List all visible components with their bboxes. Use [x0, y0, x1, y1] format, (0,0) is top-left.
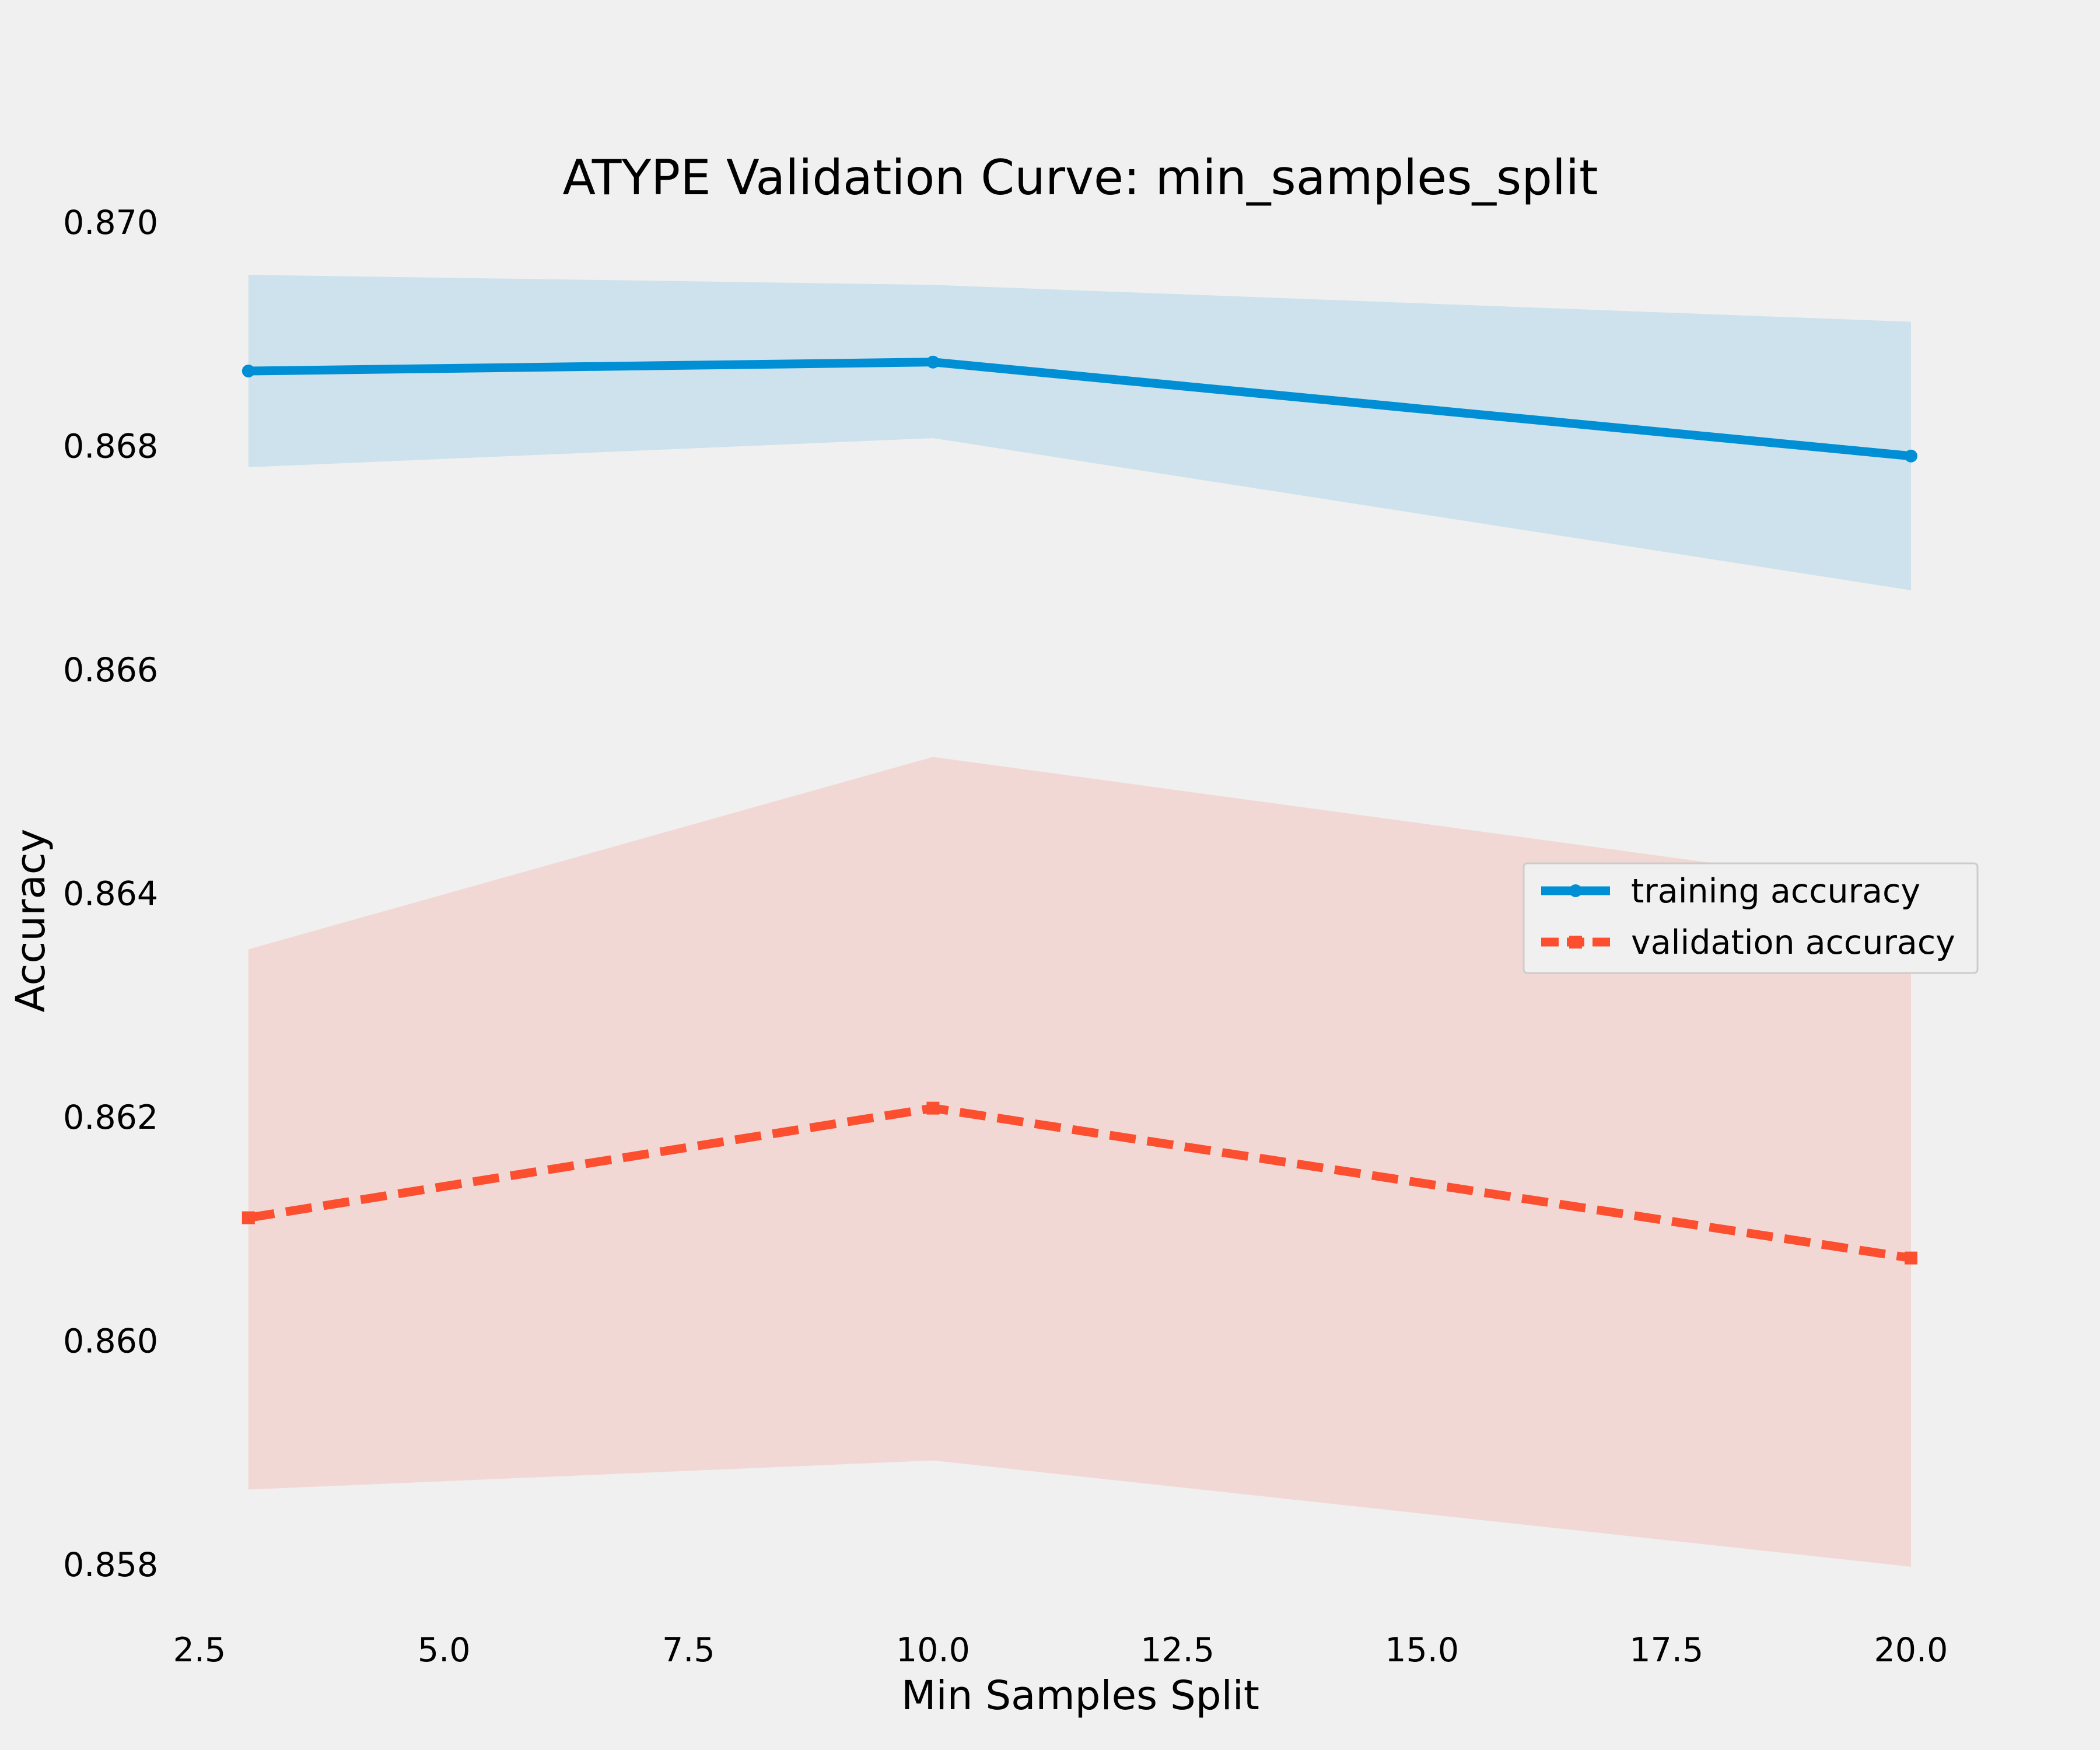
- y-tick-label: 0.868: [63, 428, 158, 466]
- legend-box: [1522, 862, 1979, 974]
- y-axis-label: Accuracy: [8, 828, 54, 1012]
- confidence-bands: [248, 275, 1911, 1567]
- legend-label-training-accuracy: training accuracy: [1631, 872, 1920, 911]
- validation-accuracy-point: [1905, 1251, 1917, 1265]
- legend-items: training accuracy validation accuracy: [1541, 872, 1955, 962]
- series-markers: [242, 355, 1917, 1265]
- legend-marker-training-accuracy: [1569, 884, 1582, 897]
- validation-accuracy-point: [242, 1211, 255, 1224]
- legend-label-validation-accuracy: validation accuracy: [1631, 923, 1955, 962]
- x-tick-label: 15.0: [1385, 1631, 1459, 1670]
- x-tick-label: 7.5: [662, 1631, 715, 1670]
- x-tick-label: 12.5: [1140, 1631, 1214, 1670]
- legend-marker-validation-accuracy: [1569, 936, 1582, 949]
- x-tick-label: 20.0: [1874, 1631, 1948, 1670]
- validation-accuracy-band: [248, 757, 1911, 1567]
- y-tick-label: 0.858: [63, 1546, 158, 1584]
- y-axis-ticks: 0.858 0.860 0.862 0.864 0.866 0.868 0.870: [63, 204, 158, 1584]
- y-tick-label: 0.866: [63, 651, 158, 690]
- training-accuracy-point: [242, 365, 255, 378]
- y-tick-label: 0.864: [63, 875, 158, 914]
- x-tick-label: 17.5: [1629, 1631, 1703, 1670]
- x-tick-label: 10.0: [896, 1631, 970, 1670]
- y-tick-label: 0.870: [63, 204, 158, 242]
- y-tick-label: 0.860: [63, 1322, 158, 1361]
- training-accuracy-point: [1905, 449, 1917, 463]
- chart-title: ATYPE Validation Curve: min_samples_spli…: [562, 149, 1598, 206]
- training-accuracy-point: [926, 355, 940, 369]
- x-tick-label: 2.5: [173, 1631, 226, 1670]
- x-axis-label: Min Samples Split: [901, 1672, 1259, 1719]
- legend: training accuracy validation accuracy: [1522, 862, 1979, 974]
- x-axis-ticks: 2.5 5.0 7.5 10.0 12.5 15.0 17.5 20.0: [173, 1631, 1948, 1670]
- validation-accuracy-point: [926, 1101, 940, 1115]
- y-tick-label: 0.862: [63, 1098, 158, 1137]
- training-accuracy-band: [248, 275, 1911, 590]
- x-tick-label: 5.0: [418, 1631, 471, 1670]
